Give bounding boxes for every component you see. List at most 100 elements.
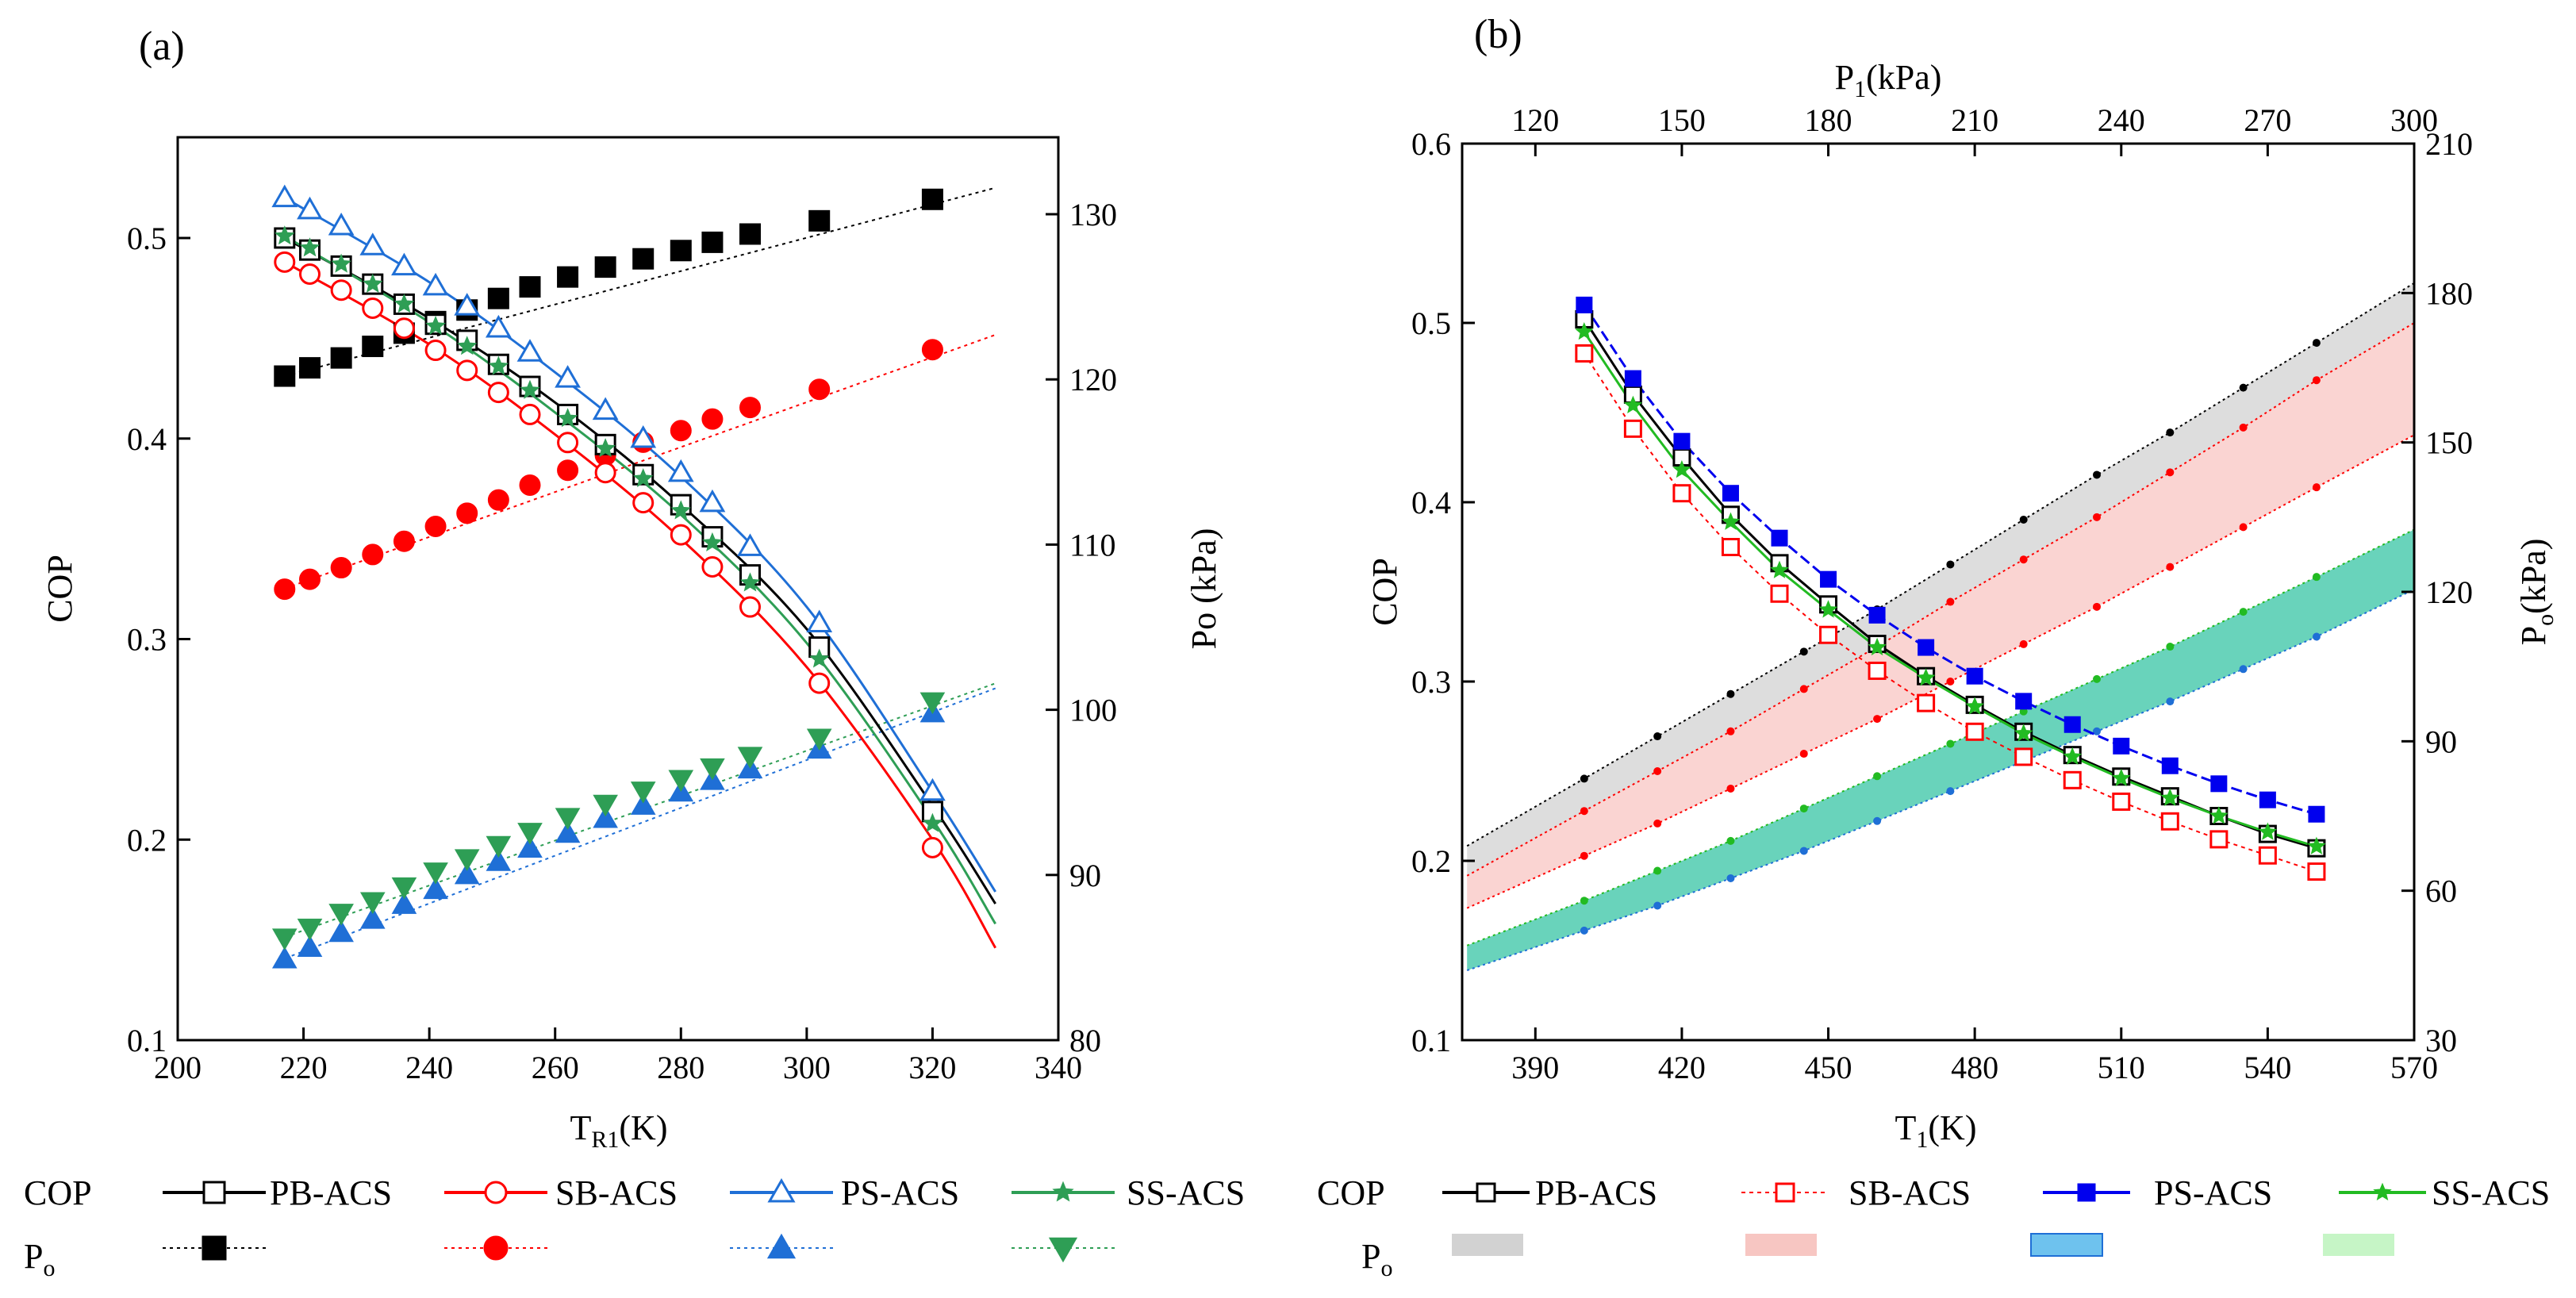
panel-a-cop-point-PS-ACS-15 [806, 609, 833, 632]
panel-b-cop-point-SS-ACS-10 [2063, 747, 2082, 765]
panel-a-po-point-PS-ACS-3 [359, 907, 386, 929]
panel-a-cop-point-PS-ACS-5 [422, 272, 449, 296]
panel-a-tag: (a) [139, 24, 185, 69]
panel-a-y-tick-0-label: 0.1 [127, 1023, 167, 1058]
panel-b-x-tick-0-label: 390 [1511, 1050, 1559, 1085]
legend-b-row-po-main: P [1361, 1237, 1380, 1276]
panel-b-cop-point-PS-ACS-4 [1771, 529, 1788, 547]
panel-a-po-point-SB-ACS-7 [487, 489, 509, 511]
panel-b-y-tick-0-label: 0.1 [1411, 1023, 1451, 1058]
panel-a-cop-point-PS-ACS-6 [454, 293, 481, 316]
panel-b-po-dot-PS-ACS-lower-9 [2166, 697, 2175, 706]
panel-a-cop-point-SB-ACS-4 [393, 317, 415, 340]
panel-a-po-point-SB-ACS-15 [808, 378, 831, 401]
panel-b-po-dot-PB-ACS-upper-9 [2166, 428, 2175, 437]
legend-b-row-po-sub: o [1380, 1255, 1392, 1281]
panel-b-po-band-SS-ACS [1467, 529, 2414, 971]
panel-b-cop-point-PS-ACS-5 [1820, 570, 1837, 588]
panel-b-cop-point-PS-ACS-6 [1868, 606, 1886, 624]
panel-b-po-dot-SB-ACS-lower-7 [2019, 639, 2028, 648]
panel-b-cop-point-PS-ACS-13 [2210, 775, 2228, 793]
panel-a-cop-point-SB-ACS-11 [632, 492, 655, 514]
panel-a-po-point-PS-ACS-8 [517, 835, 543, 858]
panel-a-cop-point-SS-ACS-0 [274, 225, 295, 245]
panel-a-cop-point-PS-ACS-14 [737, 533, 763, 556]
legend-a-cop-marker-SS-ACS [1052, 1181, 1074, 1202]
panel-b-cop-point-PS-ACS-0 [1576, 296, 1593, 313]
panel-b-x2label-sub: 1 [1854, 76, 1866, 102]
panel-a-cop-point-SS-ACS-8 [520, 379, 540, 399]
panel-a-po-point-PS-ACS-2 [328, 920, 354, 943]
panel-a-x-tick-6-label: 320 [908, 1050, 956, 1085]
panel-a-xlabel: TR1(K) [570, 1108, 668, 1153]
panel-a-po-point-SS-ACS-14 [737, 747, 763, 769]
legend-b-cop-marker-PB-ACS [1476, 1182, 1496, 1203]
panel-a-ylabel: COP [40, 555, 79, 623]
panel-b-cop-point-SB-ACS-1 [1623, 419, 1642, 438]
panel-a-po-point-SB-ACS-16 [921, 339, 943, 361]
panel-b-cop-point-PS-ACS-7 [1918, 639, 1935, 656]
panel-a-x-tick-5-label: 300 [783, 1050, 831, 1085]
panel-a-po-point-SB-ACS-4 [393, 530, 415, 552]
panel-a-cop-point-SB-ACS-6 [456, 359, 478, 382]
panel-b-x2label: P1(kPa) [1835, 58, 1942, 102]
panel-b-po-dot-PB-ACS-lower-10 [2239, 423, 2248, 432]
panel-a-cop-point-PS-ACS-12 [667, 459, 694, 482]
panel-a-ticks: 200 220 240 260 280 300 320 340 0.1 0.2 0.3 0.4 0.5 8… [127, 197, 1117, 1085]
panel-a-x-tick-1-label: 220 [280, 1050, 328, 1085]
panel-a-cop-point-SB-ACS-0 [274, 251, 296, 273]
panel-a-cop-point-PS-ACS-3 [359, 232, 386, 255]
panel-b-cop-point-SS-ACS-15 [2307, 836, 2326, 854]
legend-a-row-po-main: P [24, 1237, 43, 1276]
panel-a-cop-point-SS-ACS-15 [809, 648, 830, 668]
panel-b-po-dot-PB-ACS-upper-7 [2019, 515, 2028, 524]
panel-b-ylabel: COP [1365, 558, 1404, 626]
legend-a-entry-ps: PS-ACS [841, 1173, 959, 1212]
panel-b-po-dot-PB-ACS-upper-2 [1653, 732, 1662, 741]
legend-a-row-po-sub: o [43, 1255, 55, 1281]
panel-b-po-dot-PS-ACS-upper-9 [2166, 643, 2175, 651]
panel-b-po-dot-PB-ACS-lower-8 [2093, 513, 2101, 521]
panel-b-po-dot-PS-ACS-lower-11 [2312, 632, 2321, 641]
panel-b-x2-tick-3-label: 210 [1951, 102, 1998, 138]
panel-a-po-point-SB-ACS-1 [299, 568, 321, 590]
panel-a-po-point-PS-ACS-6 [454, 862, 480, 885]
panel-b-x2-tick-5-label: 270 [2244, 102, 2291, 138]
panel-a-frame [176, 136, 1060, 1042]
legend-a-row-po: Po [24, 1237, 55, 1281]
panel-b-y2-tick-5-label: 180 [2425, 275, 2473, 311]
panel-b-cop-point-SB-ACS-14 [2258, 846, 2277, 865]
panel-a-po-point-SS-ACS-0 [271, 928, 298, 950]
panel-b-po-dot-PS-ACS-upper-11 [2312, 573, 2321, 582]
panel-b-x2-tick-4-label: 240 [2098, 102, 2145, 138]
panel-a-po-point-SS-ACS-12 [668, 770, 694, 792]
panel-a-po-point-PB-ACS-11 [632, 248, 655, 270]
panel-a-y-tick-2-label: 0.3 [127, 622, 167, 658]
panel-b-cop-point-SB-ACS-3 [1721, 538, 1740, 556]
panel-b-y-tick-3-label: 0.4 [1411, 485, 1451, 520]
panel-a-po-point-SB-ACS-8 [519, 474, 541, 496]
panel-b-y-tick-1-label: 0.2 [1411, 843, 1451, 879]
panel-a-y2-tick-0-label: 80 [1069, 1023, 1101, 1058]
legend-a-row-cop: COP [24, 1173, 92, 1212]
legend-b-cop-marker-SS-ACS [2373, 1182, 2392, 1200]
panel-a-xlabel-sub: R1 [591, 1127, 619, 1153]
panel-b-po-dot-PS-ACS-upper-2 [1653, 866, 1662, 875]
panel-a-cop-point-SS-ACS-11 [633, 468, 654, 488]
panel-a-po-point-SB-ACS-9 [557, 459, 579, 482]
panel-a-po-point-PB-ACS-15 [808, 209, 831, 232]
panel-b-po-dot-SB-ACS-lower-2 [1653, 819, 1662, 828]
panel-a-po-point-SS-ACS-13 [700, 758, 725, 781]
panel-b-cop-point-SB-ACS-8 [1965, 722, 1984, 741]
panel-a-cop-point-SS-ACS-2 [331, 253, 351, 273]
panel-a-po-point-SB-ACS-2 [330, 557, 352, 579]
panel-b-y-tick-2-label: 0.3 [1411, 664, 1451, 700]
panel-a-po-point-SB-ACS-5 [424, 515, 447, 537]
panel-a-cop-point-SB-ACS-13 [701, 556, 724, 578]
panel-a-po-point-SS-ACS-11 [630, 781, 656, 804]
panel-a-xlabel-unit: (K) [619, 1108, 667, 1147]
panel-a-cop-point-PS-ACS-11 [630, 424, 657, 448]
panel-b-po-dot-PB-ACS-lower-11 [2312, 376, 2321, 385]
